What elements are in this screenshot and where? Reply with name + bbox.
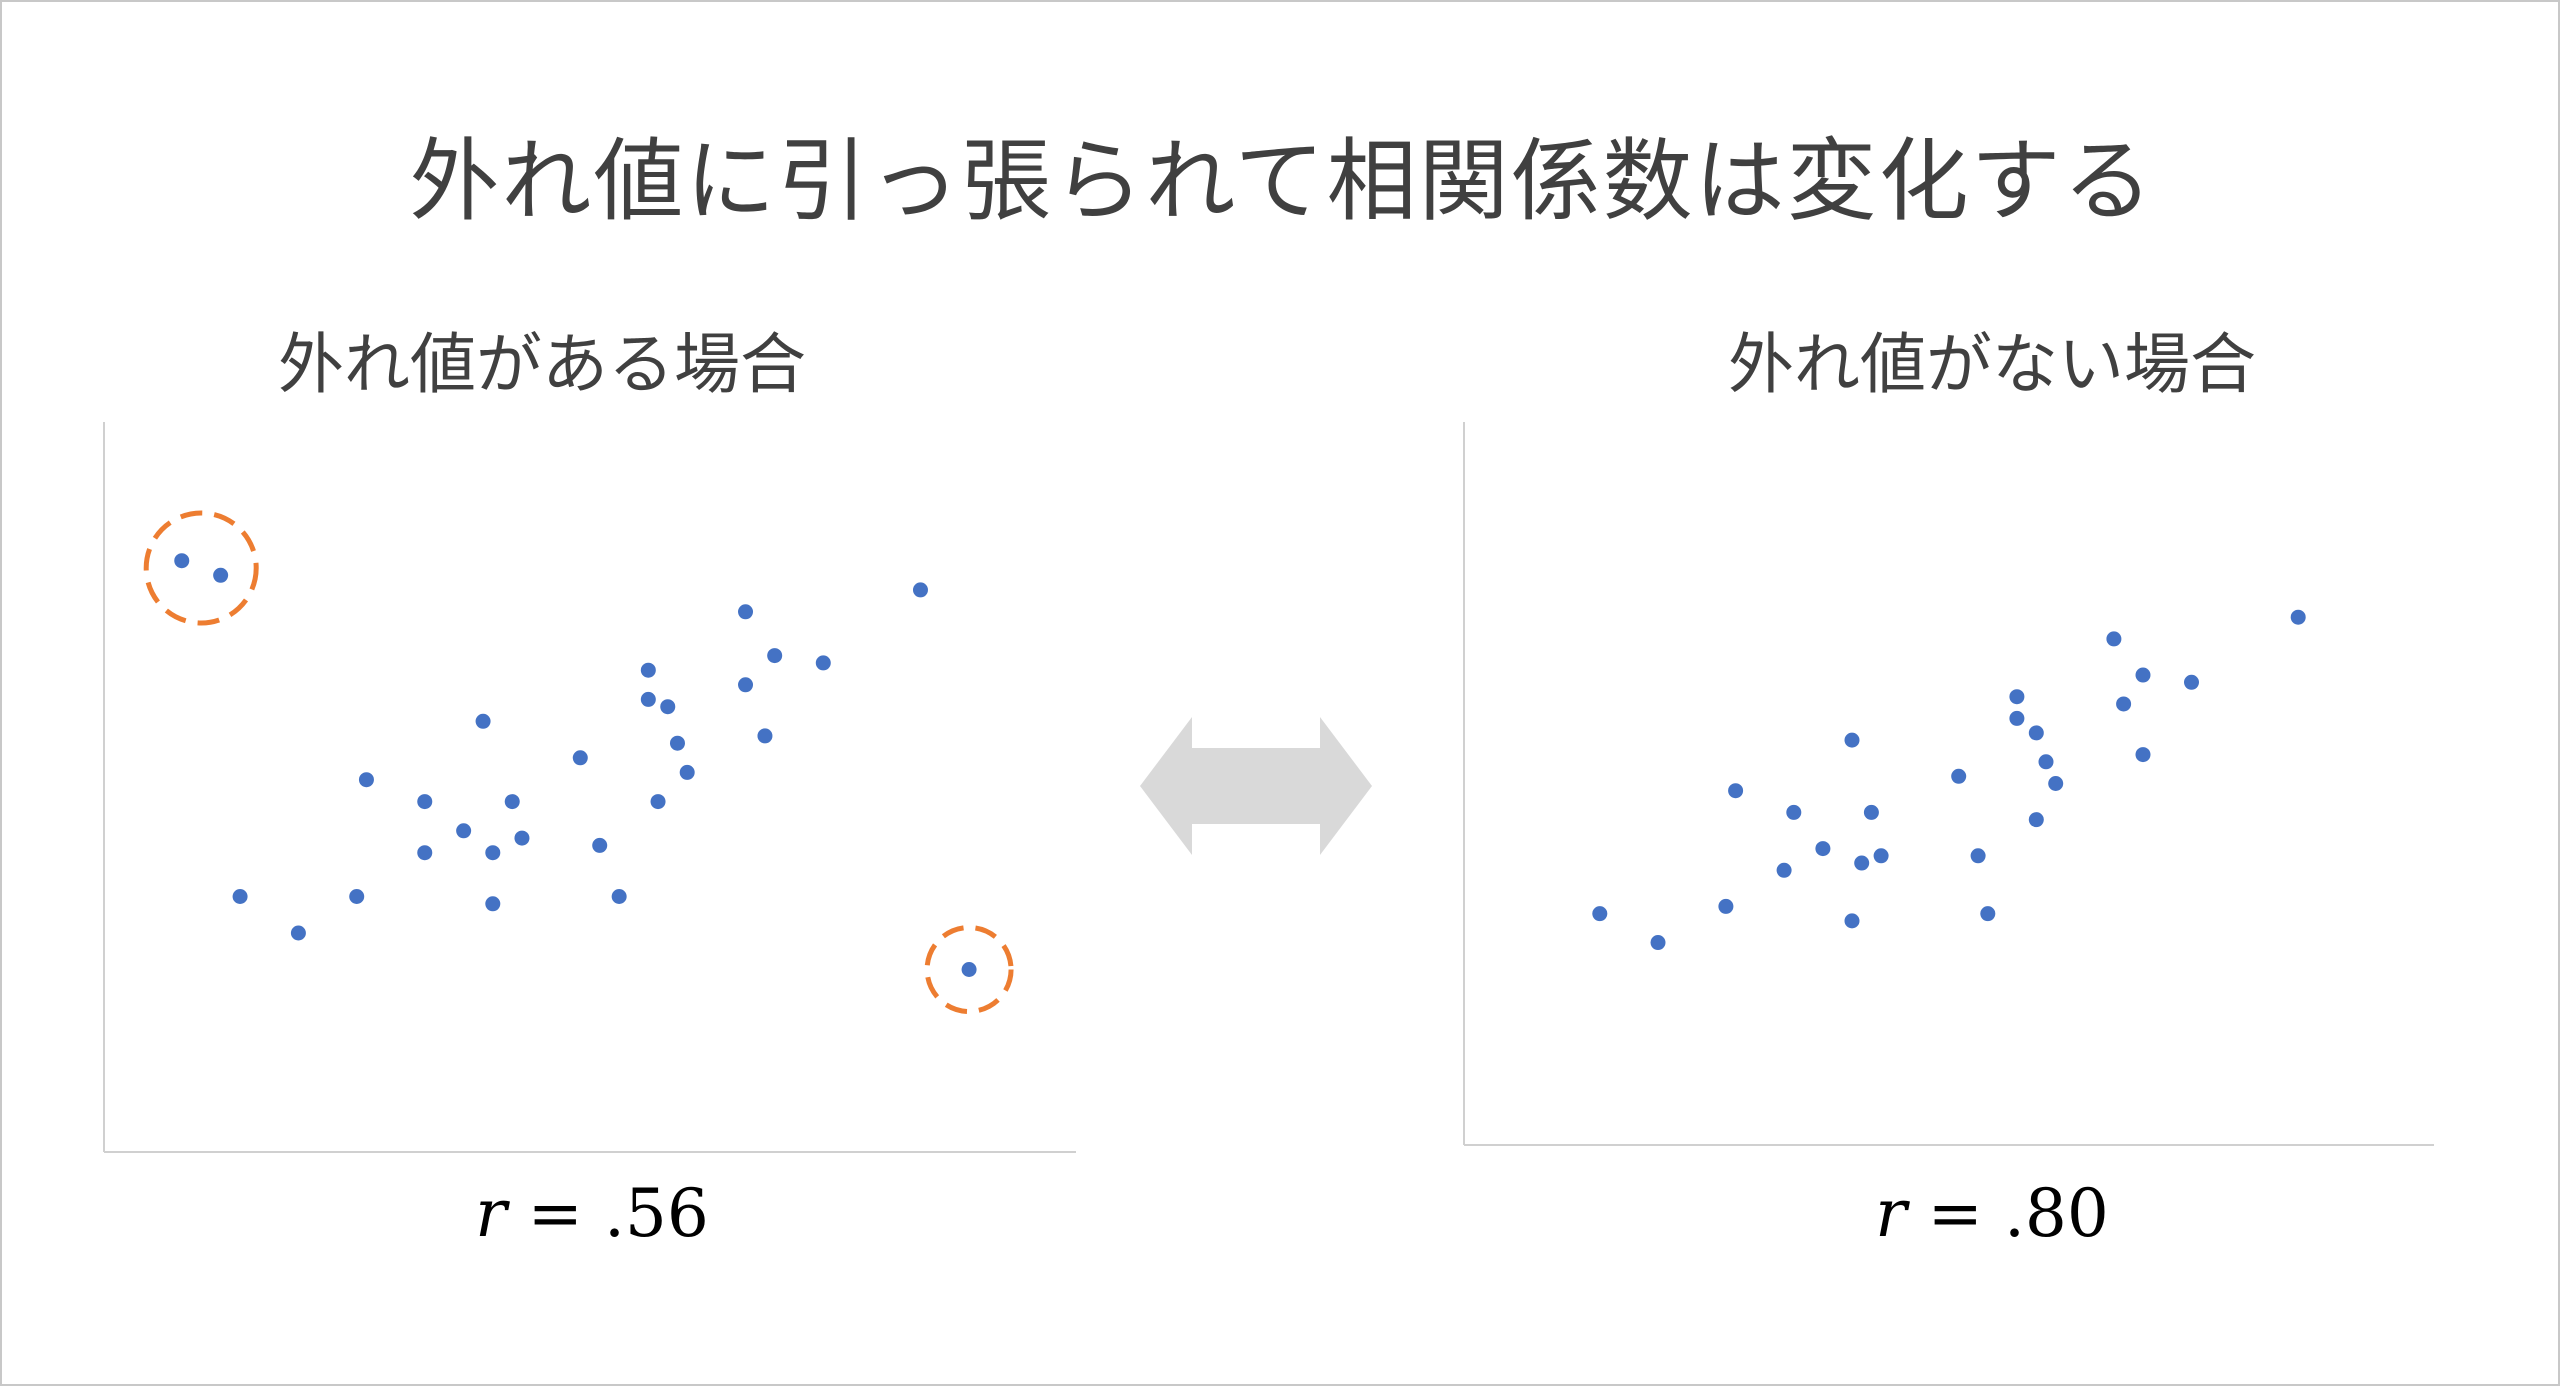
data-point: [174, 553, 190, 569]
scatter-plot-right: [1463, 422, 2434, 1146]
data-point: [485, 896, 501, 912]
data-point: [504, 794, 520, 810]
data-point: [1844, 913, 1860, 929]
data-point: [1786, 804, 1802, 820]
data-point: [1980, 906, 1996, 922]
data-point: [1854, 855, 1870, 871]
data-point: [475, 713, 491, 729]
data-point: [611, 889, 627, 904]
data-point: [2135, 747, 2151, 763]
data-point: [1815, 841, 1831, 857]
data-point: [572, 750, 588, 766]
data-point: [679, 764, 695, 780]
data-point: [456, 823, 472, 839]
data-point: [767, 648, 783, 664]
data-point: [815, 655, 831, 671]
data-point: [2009, 689, 2025, 705]
data-point: [2028, 812, 2044, 828]
data-point: [417, 845, 433, 861]
data-point: [2184, 674, 2199, 690]
data-point: [2290, 609, 2306, 625]
slide-title: 外れ値に引っ張られて相関係数は変化する: [409, 129, 2155, 234]
data-point: [650, 794, 666, 810]
data-point: [1844, 732, 1860, 748]
data-point: [1776, 862, 1792, 878]
data-point: [514, 830, 530, 846]
data-point: [1873, 848, 1889, 864]
data-point: [592, 837, 608, 853]
equals-sign: =: [1927, 1175, 1983, 1252]
outlier-marker-circle: [924, 925, 1014, 1014]
r-value: .56: [603, 1175, 709, 1252]
data-point: [2048, 776, 2064, 791]
data-point: [660, 699, 676, 715]
data-point: [213, 567, 229, 583]
r-symbol: r: [1875, 1175, 1907, 1252]
data-point: [1592, 906, 1608, 922]
data-point: [290, 925, 306, 941]
data-point: [2028, 725, 2044, 741]
data-point: [485, 845, 501, 861]
equals-sign: =: [527, 1175, 583, 1252]
scatter-plot-left: [103, 422, 1076, 1153]
data-point: [669, 735, 685, 751]
right-correlation-label: r = .80: [1742, 1164, 2242, 1264]
data-point: [1951, 768, 1967, 784]
right-chart-title: 外れ値がない場合: [1728, 326, 2256, 403]
data-point: [2009, 710, 2025, 726]
data-point: [738, 604, 754, 620]
data-point: [232, 889, 248, 904]
data-point: [912, 582, 928, 598]
data-point: [1863, 804, 1879, 820]
data-point: [2135, 667, 2151, 683]
data-point: [738, 677, 754, 693]
data-point: [757, 728, 773, 744]
data-point: [358, 772, 374, 788]
data-point: [2038, 754, 2054, 770]
data-point: [640, 691, 656, 707]
data-point: [640, 662, 656, 678]
r-value: .80: [2003, 1175, 2109, 1252]
data-point: [961, 962, 977, 977]
double-arrow-icon: [1140, 717, 1372, 855]
data-point: [1650, 935, 1666, 951]
left-correlation-label: r = .56: [342, 1164, 842, 1264]
left-chart-title: 外れ値がある場合: [278, 326, 806, 403]
data-point: [1728, 783, 1744, 799]
data-point: [349, 889, 365, 904]
outlier-marker-circle: [143, 510, 259, 626]
r-symbol: r: [475, 1175, 507, 1252]
data-point: [1970, 848, 1986, 864]
data-point: [2106, 631, 2122, 647]
data-point: [2116, 696, 2132, 712]
data-point: [417, 794, 433, 810]
data-point: [1718, 898, 1734, 914]
